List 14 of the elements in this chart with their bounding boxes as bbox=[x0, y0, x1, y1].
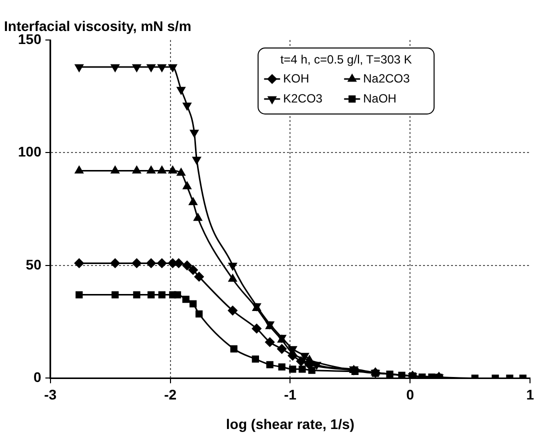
x-tick-label: -3 bbox=[44, 386, 57, 402]
x-tick-label: 0 bbox=[406, 386, 414, 402]
legend-label: KOH bbox=[283, 71, 310, 86]
x-tick-label: -2 bbox=[164, 386, 177, 402]
y-tick-label: 100 bbox=[18, 144, 42, 160]
y-tick-label: 50 bbox=[26, 256, 42, 272]
x-tick-label: -1 bbox=[284, 386, 297, 402]
legend-label: K2CO3 bbox=[283, 91, 323, 106]
x-tick-label: 1 bbox=[526, 386, 534, 402]
y-tick-label: 0 bbox=[34, 369, 42, 386]
legend-title: t=4 h, c=0.5 g/l, T=303 K bbox=[280, 52, 412, 66]
legend-label: Na2CO3 bbox=[363, 71, 410, 86]
legend-label: NaOH bbox=[363, 91, 396, 106]
x-axis-title: log (shear rate, 1/s) bbox=[226, 416, 354, 432]
